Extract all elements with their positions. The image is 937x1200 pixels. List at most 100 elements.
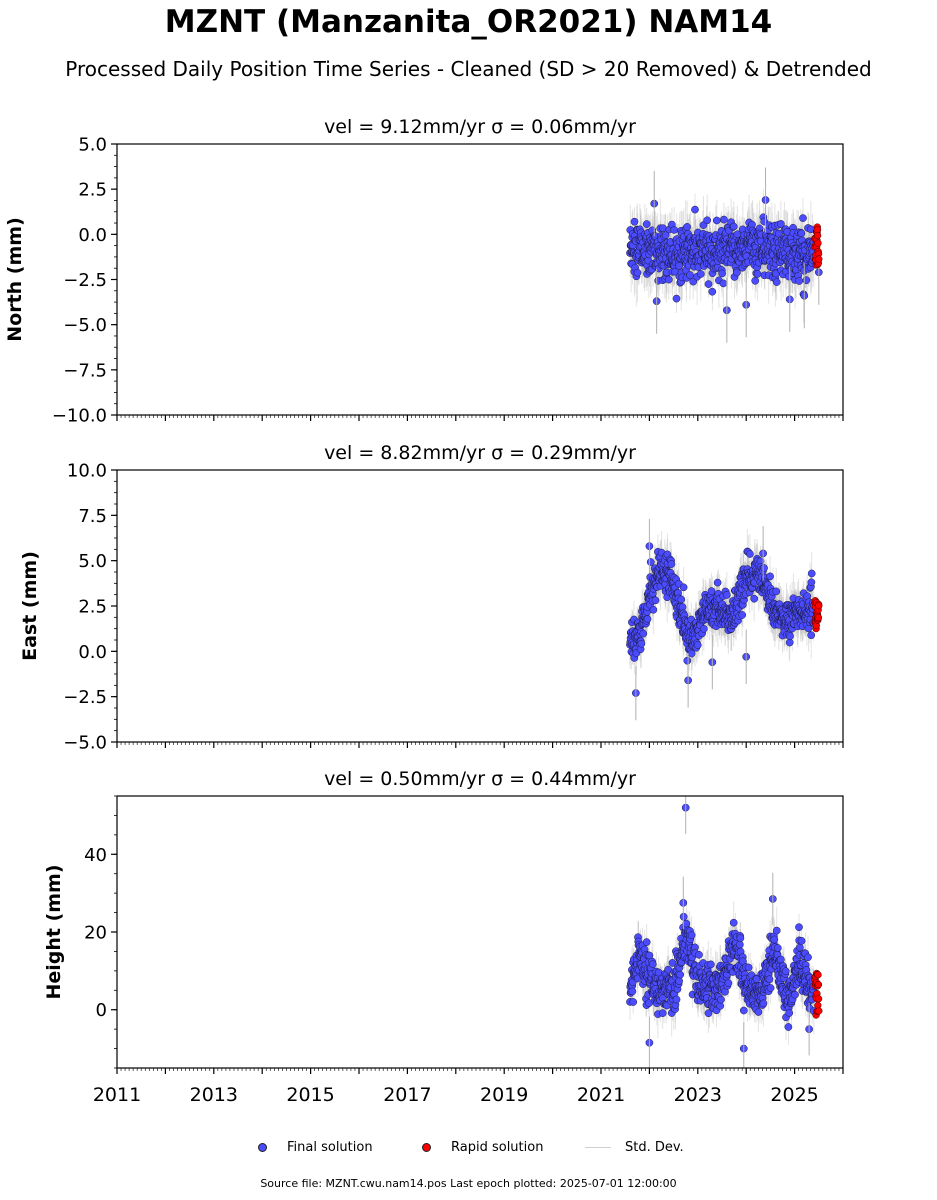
final-point [797,229,806,238]
rapid-point [814,971,822,979]
final-point [672,995,681,1004]
final-point [807,569,816,578]
north-data [626,167,823,343]
final-point [722,591,731,599]
final-point [786,632,794,641]
final-point [777,220,785,228]
final-point [675,262,683,270]
rapid-point [815,1007,823,1015]
final-point [707,960,715,969]
final-point [672,294,681,303]
y-tick-label: 0 [96,1000,107,1021]
final-point [668,959,677,967]
final-point [649,605,658,614]
final-point [696,270,705,278]
final-point [799,214,807,222]
final-point [781,967,790,976]
east-panel-title: vel = 8.82mm/yr σ = 0.29mm/yr [324,442,636,464]
panel-east: vel = 8.82mm/yr σ = 0.29mm/yr East (mm) 10… [19,442,844,754]
panel-north: vel = 9.12mm/yr σ = 0.06mm/yr North (mm) 5… [4,116,844,427]
source-footer: Source file: MZNT.cwu.nam14.pos Last epo… [260,1177,677,1190]
final-point [664,275,673,284]
legend-rapid: Rapid solution [422,1134,543,1160]
height-final-points [626,803,818,1053]
final-point [630,217,639,226]
final-point [707,587,716,595]
panel-height: vel = 0.50mm/yr σ = 0.44mm/yr Height (mm)… [43,768,844,1106]
final-point [772,278,781,286]
final-point [683,223,691,231]
final-point [639,629,648,638]
height-data [626,796,823,1068]
final-point [773,944,782,952]
final-point [679,583,688,592]
final-point [704,1009,713,1018]
height-panel-title: vel = 0.50mm/yr σ = 0.44mm/yr [324,768,636,790]
y-tick-label: 20 [84,923,107,944]
final-point [807,631,816,640]
final-point [699,624,708,633]
legend-rapid-label: Rapid solution [451,1139,544,1155]
final-point [735,940,744,949]
final-point [670,226,678,234]
final-point [724,979,733,987]
final-point [746,550,754,558]
final-point [785,1009,794,1017]
north-final-points [626,196,823,315]
final-point [729,918,738,927]
final-point [695,950,703,959]
final-point [642,220,651,228]
rapid-point [814,239,822,247]
east-final-points [626,542,818,697]
legend-final: Final solution [258,1134,373,1160]
height-rapid-points [811,969,823,1019]
rapid-point [814,995,823,1003]
east-ylabel: East (mm) [19,551,41,661]
east-rapid-points [811,597,823,633]
final-point [791,990,799,999]
y-tick-label: −5.0 [63,733,107,754]
final-point [750,594,759,603]
final-point [677,595,686,604]
x-tick-label: 2021 [577,1084,625,1106]
final-point [661,231,670,240]
final-point [777,955,785,964]
final-point [642,938,651,946]
final-point [712,216,721,225]
final-point [629,998,638,1006]
north-panel-title: vel = 9.12mm/yr σ = 0.06mm/yr [324,116,636,138]
y-tick-label: 2.5 [78,597,107,618]
x-tick-label: 2015 [286,1084,334,1106]
rapid-point [815,602,823,610]
x-tick-label: 2011 [93,1084,141,1106]
x-tick-label: 2013 [190,1084,238,1106]
figure-title: MZNT (Manzanita_OR2021) NAM14 [164,4,773,40]
final-point [784,1023,793,1031]
final-point [795,923,803,932]
rapid-point [813,231,822,240]
final-point [719,279,728,288]
final-point [717,995,725,1004]
y-tick-label: 5.0 [78,551,107,572]
final-point [753,270,762,278]
final-point [686,271,694,279]
y-tick-label: 0.0 [78,225,107,246]
rapid-point [815,255,823,263]
final-point [646,558,655,566]
final-point [770,935,779,944]
final-point [708,287,717,296]
x-tick-label: 2025 [770,1084,818,1106]
final-point [807,578,816,587]
final-point [628,987,637,996]
std-dev-line-icon [585,1146,611,1148]
y-tick-label: −7.5 [63,360,107,381]
final-point [667,560,676,568]
y-tick-label: −10.0 [52,406,107,427]
final-point [736,934,745,942]
y-tick-label: −2.5 [63,687,107,708]
legend-sd-label: Std. Dev. [625,1139,684,1155]
final-point [754,1008,763,1016]
rapid-point [814,613,823,622]
y-tick-label: 10.0 [67,461,107,482]
final-point [691,205,699,214]
